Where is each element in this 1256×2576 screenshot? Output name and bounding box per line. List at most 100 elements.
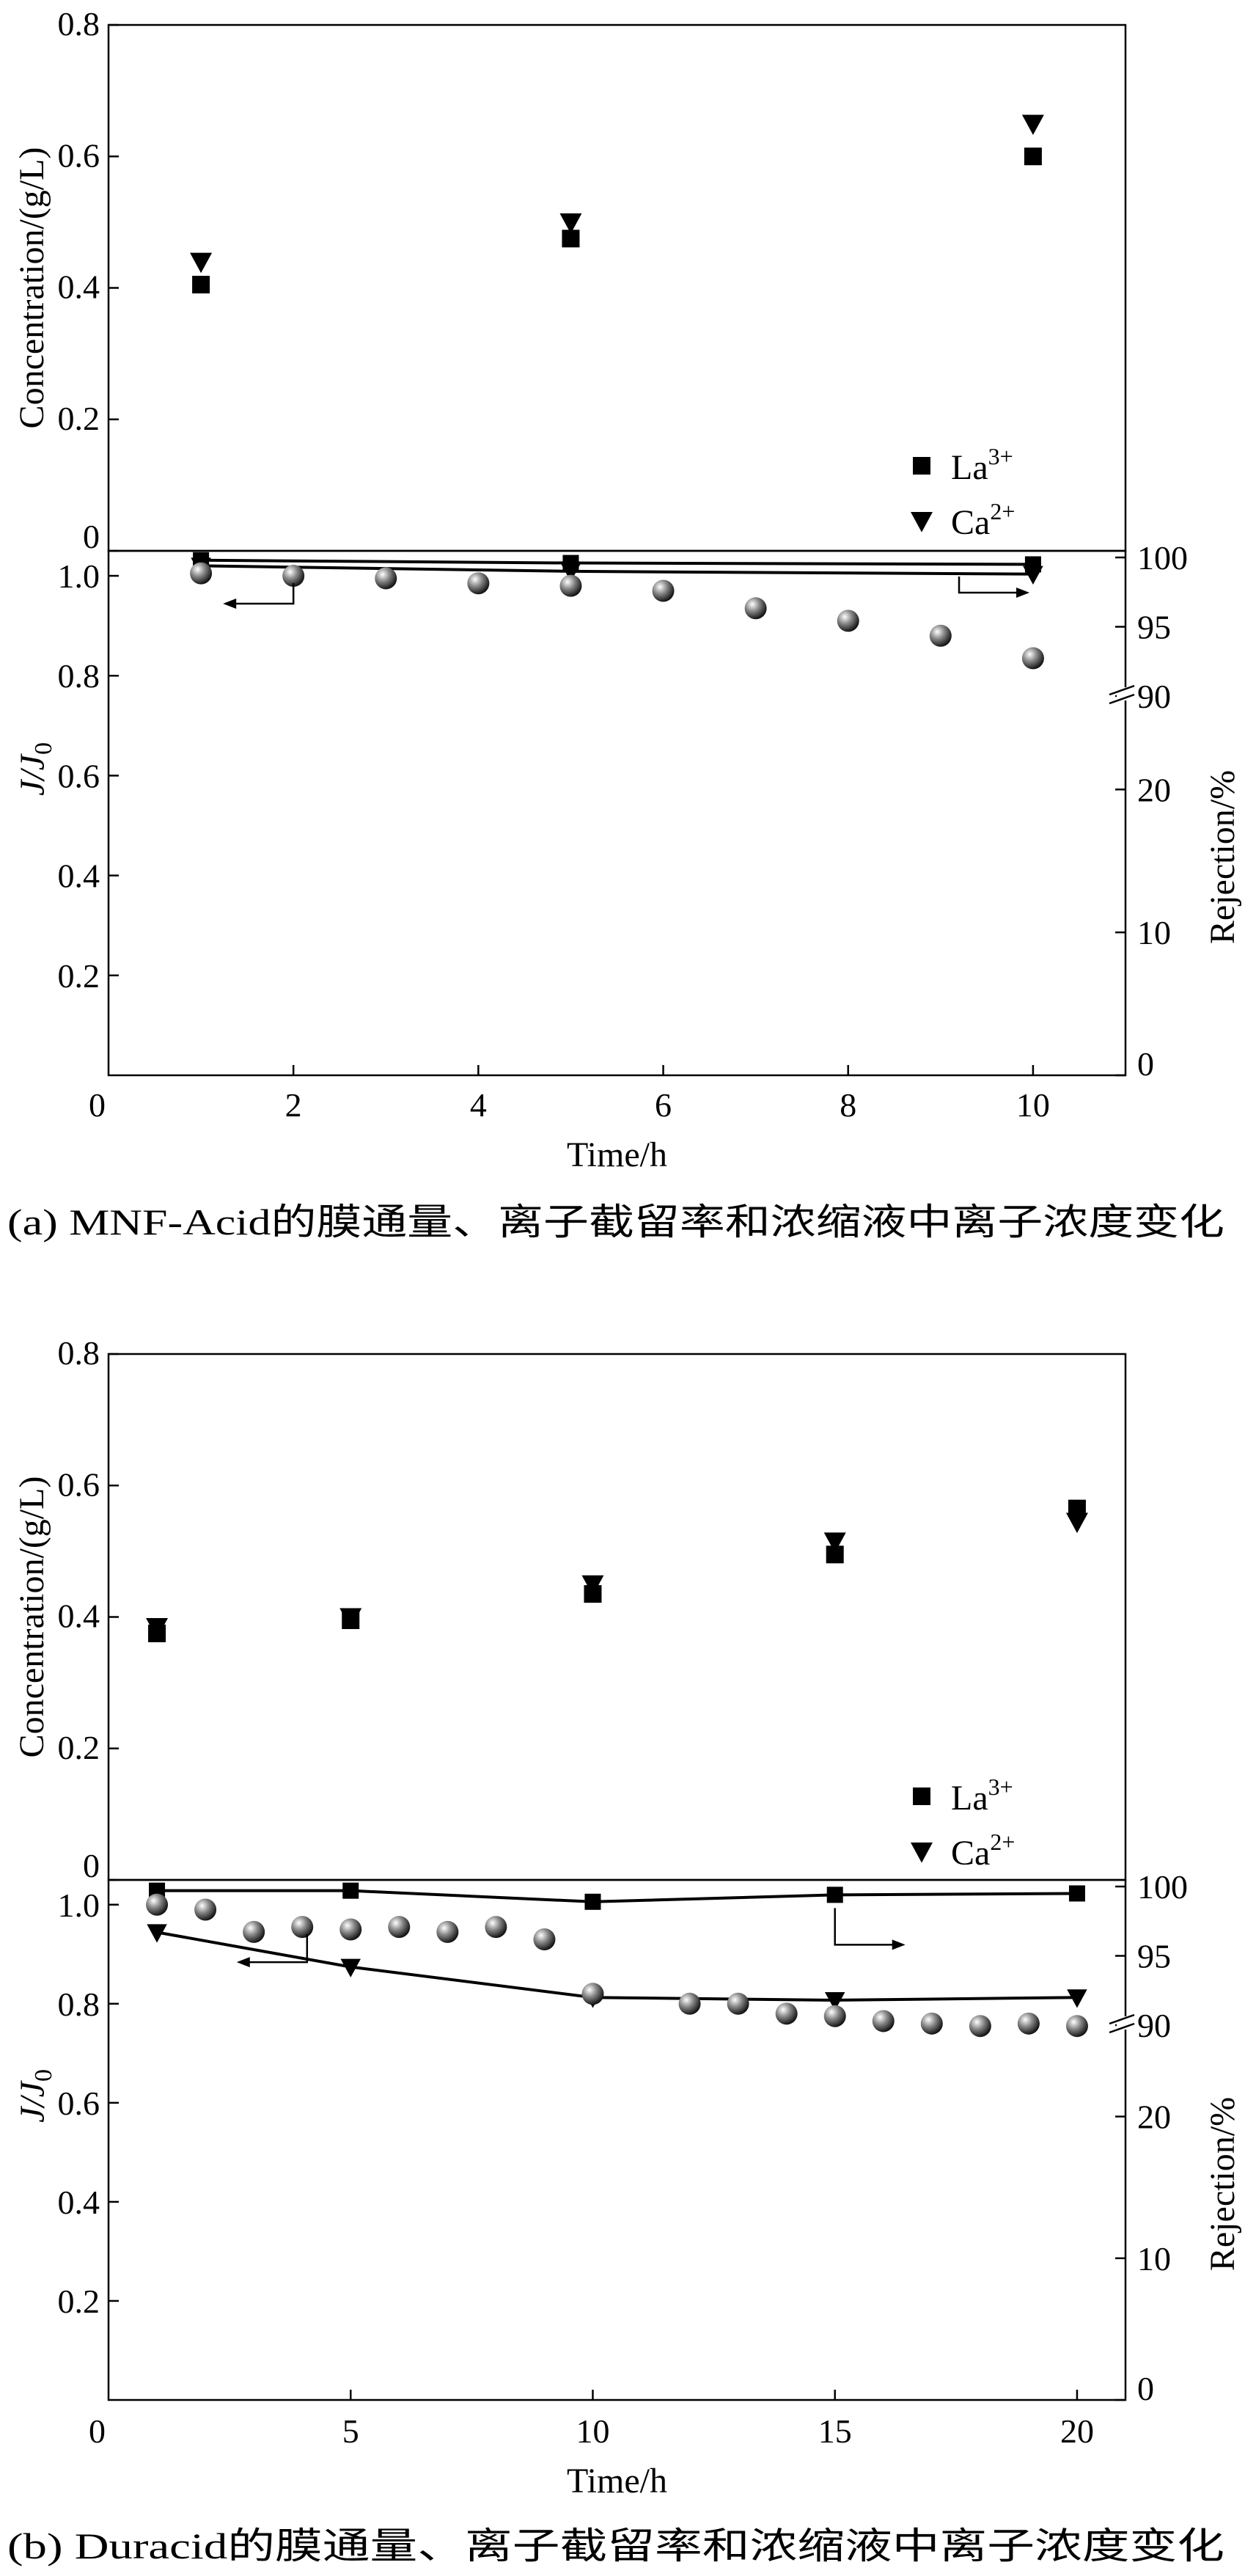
legend-text: La [951, 448, 988, 487]
xtick-label: 0 [89, 1086, 106, 1124]
conc-ytick-label: 0.4 [58, 1598, 100, 1635]
rejection-ytick-label: 95 [1137, 1938, 1171, 1975]
x-axis-label: Time/h [567, 1135, 667, 1174]
rejection-point-la [1068, 1885, 1085, 1902]
rejection-ytick-label: 20 [1137, 2099, 1171, 2136]
rejection-axis-arrow [834, 1908, 901, 1946]
xtick-label: 15 [818, 2412, 852, 2450]
bottom-plot-frame [107, 1878, 1127, 2401]
x-axis-label: Time/h [567, 2462, 667, 2500]
flux-axis-arrow [227, 583, 295, 605]
conc-ylabel: Concentration/(g/L) [12, 147, 51, 429]
flux-point [775, 2002, 798, 2025]
rejection-point-ca [560, 563, 581, 582]
rejection-axis-arrowhead [1016, 588, 1030, 598]
rejection-ytick-label: 100 [1137, 1868, 1188, 1906]
rejection-ytick-label: 10 [1137, 2240, 1171, 2277]
flux-point [744, 597, 767, 620]
rejection-axis-arrow [958, 577, 1026, 594]
conc-point-la [1024, 147, 1042, 166]
flux-ytick-label: 0.2 [58, 2283, 100, 2320]
conc-ytick-label: 0.6 [58, 136, 100, 174]
legend-text: La [951, 1779, 988, 1818]
flux-point [146, 1893, 169, 1916]
flux-point [485, 1916, 507, 1939]
flux-point [436, 1920, 459, 1943]
rejection-point-ca [824, 1991, 845, 2011]
flux-point [920, 2012, 943, 2035]
flux-point [190, 562, 213, 585]
flux-point [678, 1992, 701, 2015]
rejection-point-la [342, 1882, 359, 1899]
xtick-label: 5 [342, 2412, 359, 2450]
flux-ytick-label: 0.4 [58, 2184, 100, 2221]
flux-point [194, 1898, 217, 1921]
flux-ytick-label: 0.8 [58, 1986, 100, 2023]
rejection-point-ca [147, 1924, 167, 1943]
flux-ylabel: J/J0 [13, 742, 57, 796]
conc-point-la [192, 276, 210, 294]
legend-label-0: La3+ [951, 443, 1013, 487]
conc-point-ca [190, 252, 213, 274]
rejection-ytick-label: 0 [1137, 1045, 1154, 1083]
flux-point [559, 574, 582, 597]
flux-point [837, 610, 859, 632]
rejection-point-ca [1067, 1989, 1087, 2008]
flux-point [243, 1920, 265, 1943]
legend-marker-1 [911, 512, 933, 533]
conc-point-ca [1065, 1512, 1088, 1534]
flux-point [1065, 2015, 1088, 2038]
legend-marker-0 [913, 457, 930, 475]
flux-point [533, 1928, 556, 1951]
rejection-ylabel: Rejection/% [1203, 2097, 1242, 2271]
rejection-ytick-label: 0 [1137, 2370, 1154, 2407]
flux-ytick-label: 0.4 [58, 857, 100, 895]
flux-ytick-label: 0.2 [58, 957, 100, 995]
rejection-ytick-label: 90 [1137, 678, 1171, 715]
flux-point [969, 2015, 991, 2038]
legend-marker-1 [911, 1843, 933, 1863]
bottom-plot-frame [107, 549, 1127, 1077]
legend-label-1: Ca2+ [951, 1829, 1015, 1873]
rejection-line-ca [201, 564, 1033, 576]
flux-ytick-label: 1.0 [58, 557, 100, 595]
xtick-label: 10 [576, 2412, 609, 2450]
flux-point [282, 565, 305, 588]
legend-label-1: Ca2+ [951, 498, 1015, 542]
flux-axis-arrowhead [236, 1957, 250, 1968]
rejection-ytick-label: 95 [1137, 609, 1171, 646]
xtick-label: 4 [470, 1086, 487, 1124]
axis-break-mark [1109, 693, 1135, 705]
flux-point [1021, 647, 1044, 670]
conc-point-ca [823, 1532, 846, 1554]
conc-point-ca [581, 1575, 604, 1596]
rejection-axis-arrowhead [892, 1939, 906, 1950]
chart-panel-b: 0 0.2 0.4 0.6 0.8 Concentration/(g/L) La3+ Ca2+… [7, 1334, 1242, 2566]
conc-ytick-label: 0 [83, 1847, 100, 1884]
legend-sup: 2+ [990, 498, 1015, 524]
rejection-line-la [157, 1889, 1077, 1903]
flux-ylabel-main: J/J [13, 2079, 52, 2123]
flux-ylabel-sub: 0 [30, 2069, 57, 2082]
conc-point-ca [559, 213, 582, 234]
rejection-line-ca [156, 1931, 1077, 2002]
xtick-label: 6 [655, 1086, 672, 1124]
axis-break-mark [1109, 2013, 1135, 2025]
rejection-line-la [201, 558, 1033, 566]
conc-ytick-label: 0.4 [58, 268, 100, 306]
xtick-label: 2 [285, 1086, 302, 1124]
axis-break-mark [1109, 684, 1135, 696]
axis-break-mark [1109, 2022, 1135, 2034]
flux-point [467, 572, 490, 595]
flux-ytick-label: 0.8 [58, 657, 100, 695]
flux-point [388, 1916, 411, 1939]
legend-sup: 3+ [988, 443, 1013, 469]
conc-ytick-label: 0.8 [58, 5, 100, 43]
flux-point [291, 1916, 314, 1939]
conc-point-ca [339, 1608, 362, 1629]
xtick-label: 20 [1060, 2412, 1094, 2450]
xtick-label: 10 [1016, 1086, 1050, 1124]
flux-axis-arrowhead [223, 599, 237, 610]
flux-point [823, 2005, 846, 2027]
conc-ytick-label: 0.2 [58, 400, 100, 437]
